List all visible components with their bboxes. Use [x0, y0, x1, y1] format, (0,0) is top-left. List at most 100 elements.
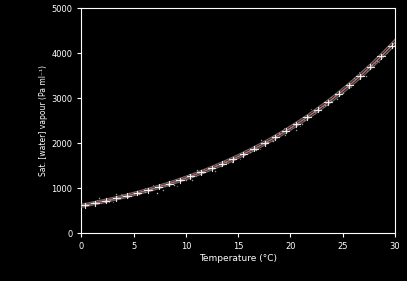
Point	[320, 103, 327, 108]
Point	[237, 157, 243, 161]
Point	[258, 138, 265, 142]
Point	[293, 128, 300, 132]
Point	[328, 99, 334, 103]
Point	[380, 54, 386, 58]
Point	[324, 103, 330, 108]
Point	[158, 182, 164, 187]
Point	[138, 189, 144, 194]
Point	[265, 140, 271, 144]
Point	[348, 85, 354, 89]
Point	[270, 139, 276, 144]
Point	[356, 70, 362, 74]
X-axis label: Temperature (°C): Temperature (°C)	[199, 254, 277, 263]
Point	[173, 183, 180, 188]
Point	[197, 171, 204, 176]
Point	[384, 51, 390, 55]
Point	[299, 122, 305, 126]
Point	[126, 191, 132, 195]
Point	[84, 203, 90, 207]
Point	[336, 90, 343, 94]
Point	[260, 142, 267, 147]
Point	[160, 188, 166, 193]
Point	[193, 174, 200, 178]
Point	[201, 167, 208, 171]
Point	[300, 117, 307, 122]
Point	[368, 62, 375, 67]
Point	[253, 146, 259, 151]
Point	[312, 110, 319, 114]
Point	[386, 45, 392, 49]
Point	[364, 69, 370, 73]
Point	[304, 115, 311, 119]
Point	[241, 153, 247, 158]
Point	[165, 183, 172, 188]
Point	[316, 106, 323, 110]
Point	[142, 185, 148, 190]
Point	[257, 146, 263, 151]
Point	[213, 163, 219, 167]
Point	[247, 149, 253, 154]
Point	[153, 191, 160, 195]
Y-axis label: Sat. [water] vapour (Pa ml⁻¹): Sat. [water] vapour (Pa ml⁻¹)	[39, 65, 48, 176]
Point	[345, 85, 352, 90]
Point	[332, 93, 339, 97]
Point	[223, 159, 230, 164]
Point	[287, 125, 293, 130]
Point	[217, 162, 223, 167]
Point	[86, 203, 92, 207]
Point	[102, 199, 108, 203]
Point	[322, 103, 328, 107]
Point	[252, 147, 259, 152]
Point	[249, 148, 255, 152]
Point	[200, 170, 206, 175]
Point	[130, 190, 137, 195]
Point	[183, 178, 189, 183]
Point	[205, 167, 212, 171]
Point	[149, 183, 156, 188]
Point	[374, 59, 381, 63]
Point	[310, 108, 317, 113]
Point	[392, 37, 398, 42]
Point	[351, 76, 357, 81]
Point	[392, 42, 398, 47]
Point	[212, 169, 218, 173]
Point	[316, 106, 323, 110]
Point	[114, 194, 120, 199]
Point	[136, 191, 143, 196]
Point	[194, 167, 201, 172]
Point	[107, 198, 114, 203]
Point	[217, 164, 224, 168]
Point	[328, 95, 335, 99]
Point	[113, 192, 120, 196]
Point	[165, 182, 172, 187]
Point	[289, 124, 295, 129]
Point	[94, 198, 101, 203]
Point	[233, 156, 239, 161]
Point	[169, 180, 176, 185]
Point	[181, 176, 188, 180]
Point	[352, 77, 359, 81]
Point	[90, 200, 96, 204]
Point	[130, 191, 136, 196]
Point	[153, 191, 160, 196]
Point	[376, 60, 382, 64]
Point	[357, 73, 363, 77]
Point	[380, 52, 386, 57]
Point	[125, 194, 131, 199]
Point	[146, 188, 152, 192]
Point	[209, 167, 216, 171]
Point	[296, 124, 303, 129]
Point	[162, 183, 168, 187]
Point	[241, 151, 247, 155]
Point	[264, 140, 270, 144]
Point	[245, 149, 251, 153]
Point	[188, 178, 195, 182]
Point	[276, 132, 283, 136]
Point	[229, 160, 236, 165]
Point	[276, 131, 282, 135]
Point	[308, 107, 315, 111]
Point	[363, 73, 369, 78]
Point	[98, 201, 105, 205]
Point	[281, 133, 288, 137]
Point	[177, 178, 184, 183]
